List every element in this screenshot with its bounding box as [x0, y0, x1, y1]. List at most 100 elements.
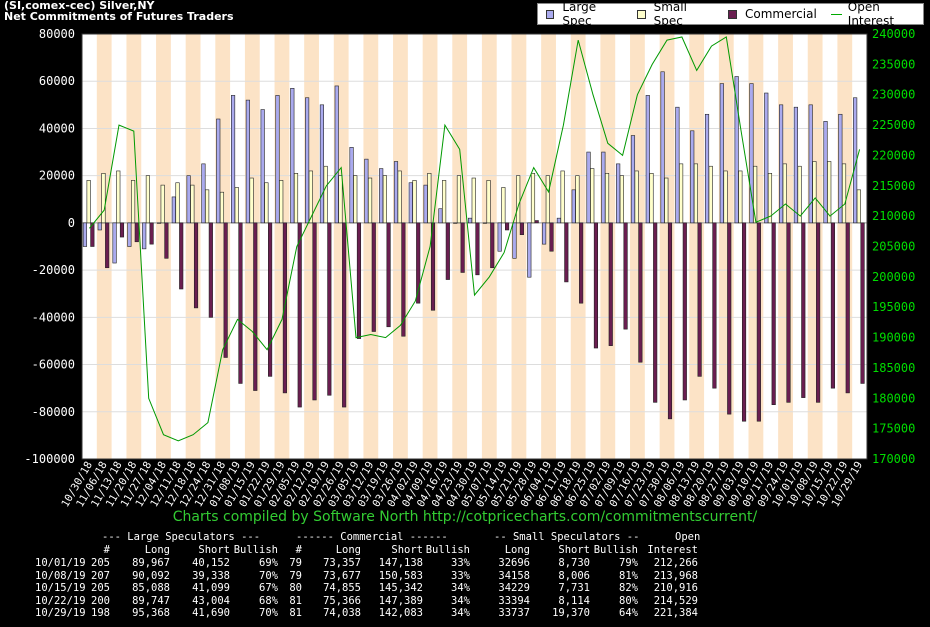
large-spec-bar [275, 95, 280, 224]
small-spec-bar [308, 170, 313, 224]
table-cell: 40,152 [192, 557, 230, 569]
y2-tick-label: 225000 [872, 118, 915, 132]
commercial-bar [282, 222, 287, 394]
row-date: 10/08/19 [35, 569, 86, 582]
large-spec-bar [156, 222, 162, 224]
commercial-bar [697, 222, 702, 377]
commercial-bar [860, 222, 865, 384]
legend-small-spec: Small Spec [637, 0, 714, 28]
commercial-bar [786, 222, 791, 403]
commercial-bar [149, 222, 154, 245]
small-spec-bar [753, 165, 758, 224]
table-cell: 39,338 [192, 569, 230, 582]
small-spec-bar [590, 168, 595, 224]
week-band [807, 34, 823, 459]
large-spec-bar [171, 196, 176, 224]
small-spec-bar [797, 165, 802, 224]
y-tick-label: -20000 [32, 263, 75, 277]
table-cell: 95,368 [132, 607, 170, 619]
group-header-open: Open [675, 531, 701, 543]
large-spec-bar [423, 184, 428, 224]
y2-tick-label: 185000 [872, 361, 915, 375]
commercial-bar [386, 222, 391, 328]
table-cell: 81% [619, 569, 638, 582]
small-spec-bar [530, 173, 536, 224]
table-cell: 198 [91, 607, 110, 619]
table-cell: 34229 [498, 582, 530, 594]
week-band [778, 34, 793, 459]
column-header: Interest [647, 544, 698, 556]
commercial-bar [164, 222, 169, 259]
large-spec-bar [571, 189, 576, 224]
commercial-bar [579, 222, 584, 304]
commercial-bar [105, 222, 110, 269]
commercial-bar [193, 222, 199, 309]
small-spec-swatch [637, 9, 646, 19]
large-spec-bar [467, 217, 473, 224]
commercial-bar [771, 222, 776, 405]
week-band [570, 34, 586, 459]
commercial-bar [741, 222, 747, 422]
small-spec-bar [812, 161, 817, 224]
small-spec-bar [679, 163, 684, 224]
table-cell: 34158 [498, 569, 530, 582]
small-spec-bar [323, 165, 328, 224]
large-spec-bar [127, 222, 132, 247]
table-cell: 75,366 [323, 594, 361, 607]
small-spec-bar [545, 175, 550, 224]
y-tick-label: 20000 [39, 169, 75, 183]
week-band [481, 34, 497, 459]
table-cell: 32696 [498, 557, 530, 569]
small-spec-bar [501, 187, 506, 224]
column-header: Short [198, 544, 230, 556]
commercial-bar [327, 222, 332, 396]
small-spec-bar [397, 170, 402, 224]
large-spec-bar [645, 95, 650, 224]
commercial-bar [756, 222, 761, 422]
large-spec-bar [556, 217, 561, 224]
small-spec-bar [619, 175, 624, 224]
large-spec-bar [690, 130, 695, 224]
credit-line: Charts compiled by Software North http:/… [172, 509, 758, 525]
table-cell: 210,916 [653, 582, 698, 594]
large-spec-bar [630, 135, 636, 224]
large-spec-bar [779, 104, 784, 224]
commercial-bar [253, 222, 258, 391]
small-spec-bar [604, 173, 610, 224]
table-cell: 200 [91, 594, 110, 607]
y2-tick-label: 210000 [872, 209, 915, 223]
large-spec-bar [793, 106, 798, 224]
y2-tick-label: 195000 [872, 300, 915, 314]
large-spec-bar [408, 182, 413, 224]
plot-frame [81, 33, 868, 460]
table-cell: 142,083 [378, 607, 423, 619]
table-cell: 68% [259, 594, 278, 607]
y2-tick-label: 190000 [872, 331, 915, 345]
small-spec-bar [131, 180, 136, 224]
small-spec-bar [190, 184, 195, 224]
legend-label: Large Spec [562, 0, 597, 28]
table-cell: 74,038 [323, 607, 361, 619]
open-interest-line [89, 36, 861, 442]
table-cell: 205 [91, 557, 110, 569]
commercial-bar [801, 222, 806, 398]
small-spec-bar [560, 170, 565, 224]
small-spec-bar [353, 175, 358, 224]
large-spec-bar [364, 158, 369, 224]
week-band [156, 34, 171, 459]
table-cell: 79 [289, 557, 302, 569]
legend-label: Commercial [745, 7, 817, 21]
large-spec-bar [616, 163, 621, 224]
commercial-bar [830, 222, 835, 389]
large-spec-bar [719, 83, 724, 224]
large-spec-bar [497, 222, 502, 252]
large-spec-bar [393, 161, 399, 224]
large-spec-bar [142, 222, 147, 250]
large-spec-bar [749, 83, 754, 224]
table-cell: 73,357 [323, 557, 361, 569]
small-spec-bar [827, 161, 832, 224]
column-header: # [295, 544, 302, 556]
y-tick-label: 40000 [39, 121, 75, 135]
large-spec-bar [734, 76, 739, 224]
large-spec-bar [290, 88, 295, 224]
